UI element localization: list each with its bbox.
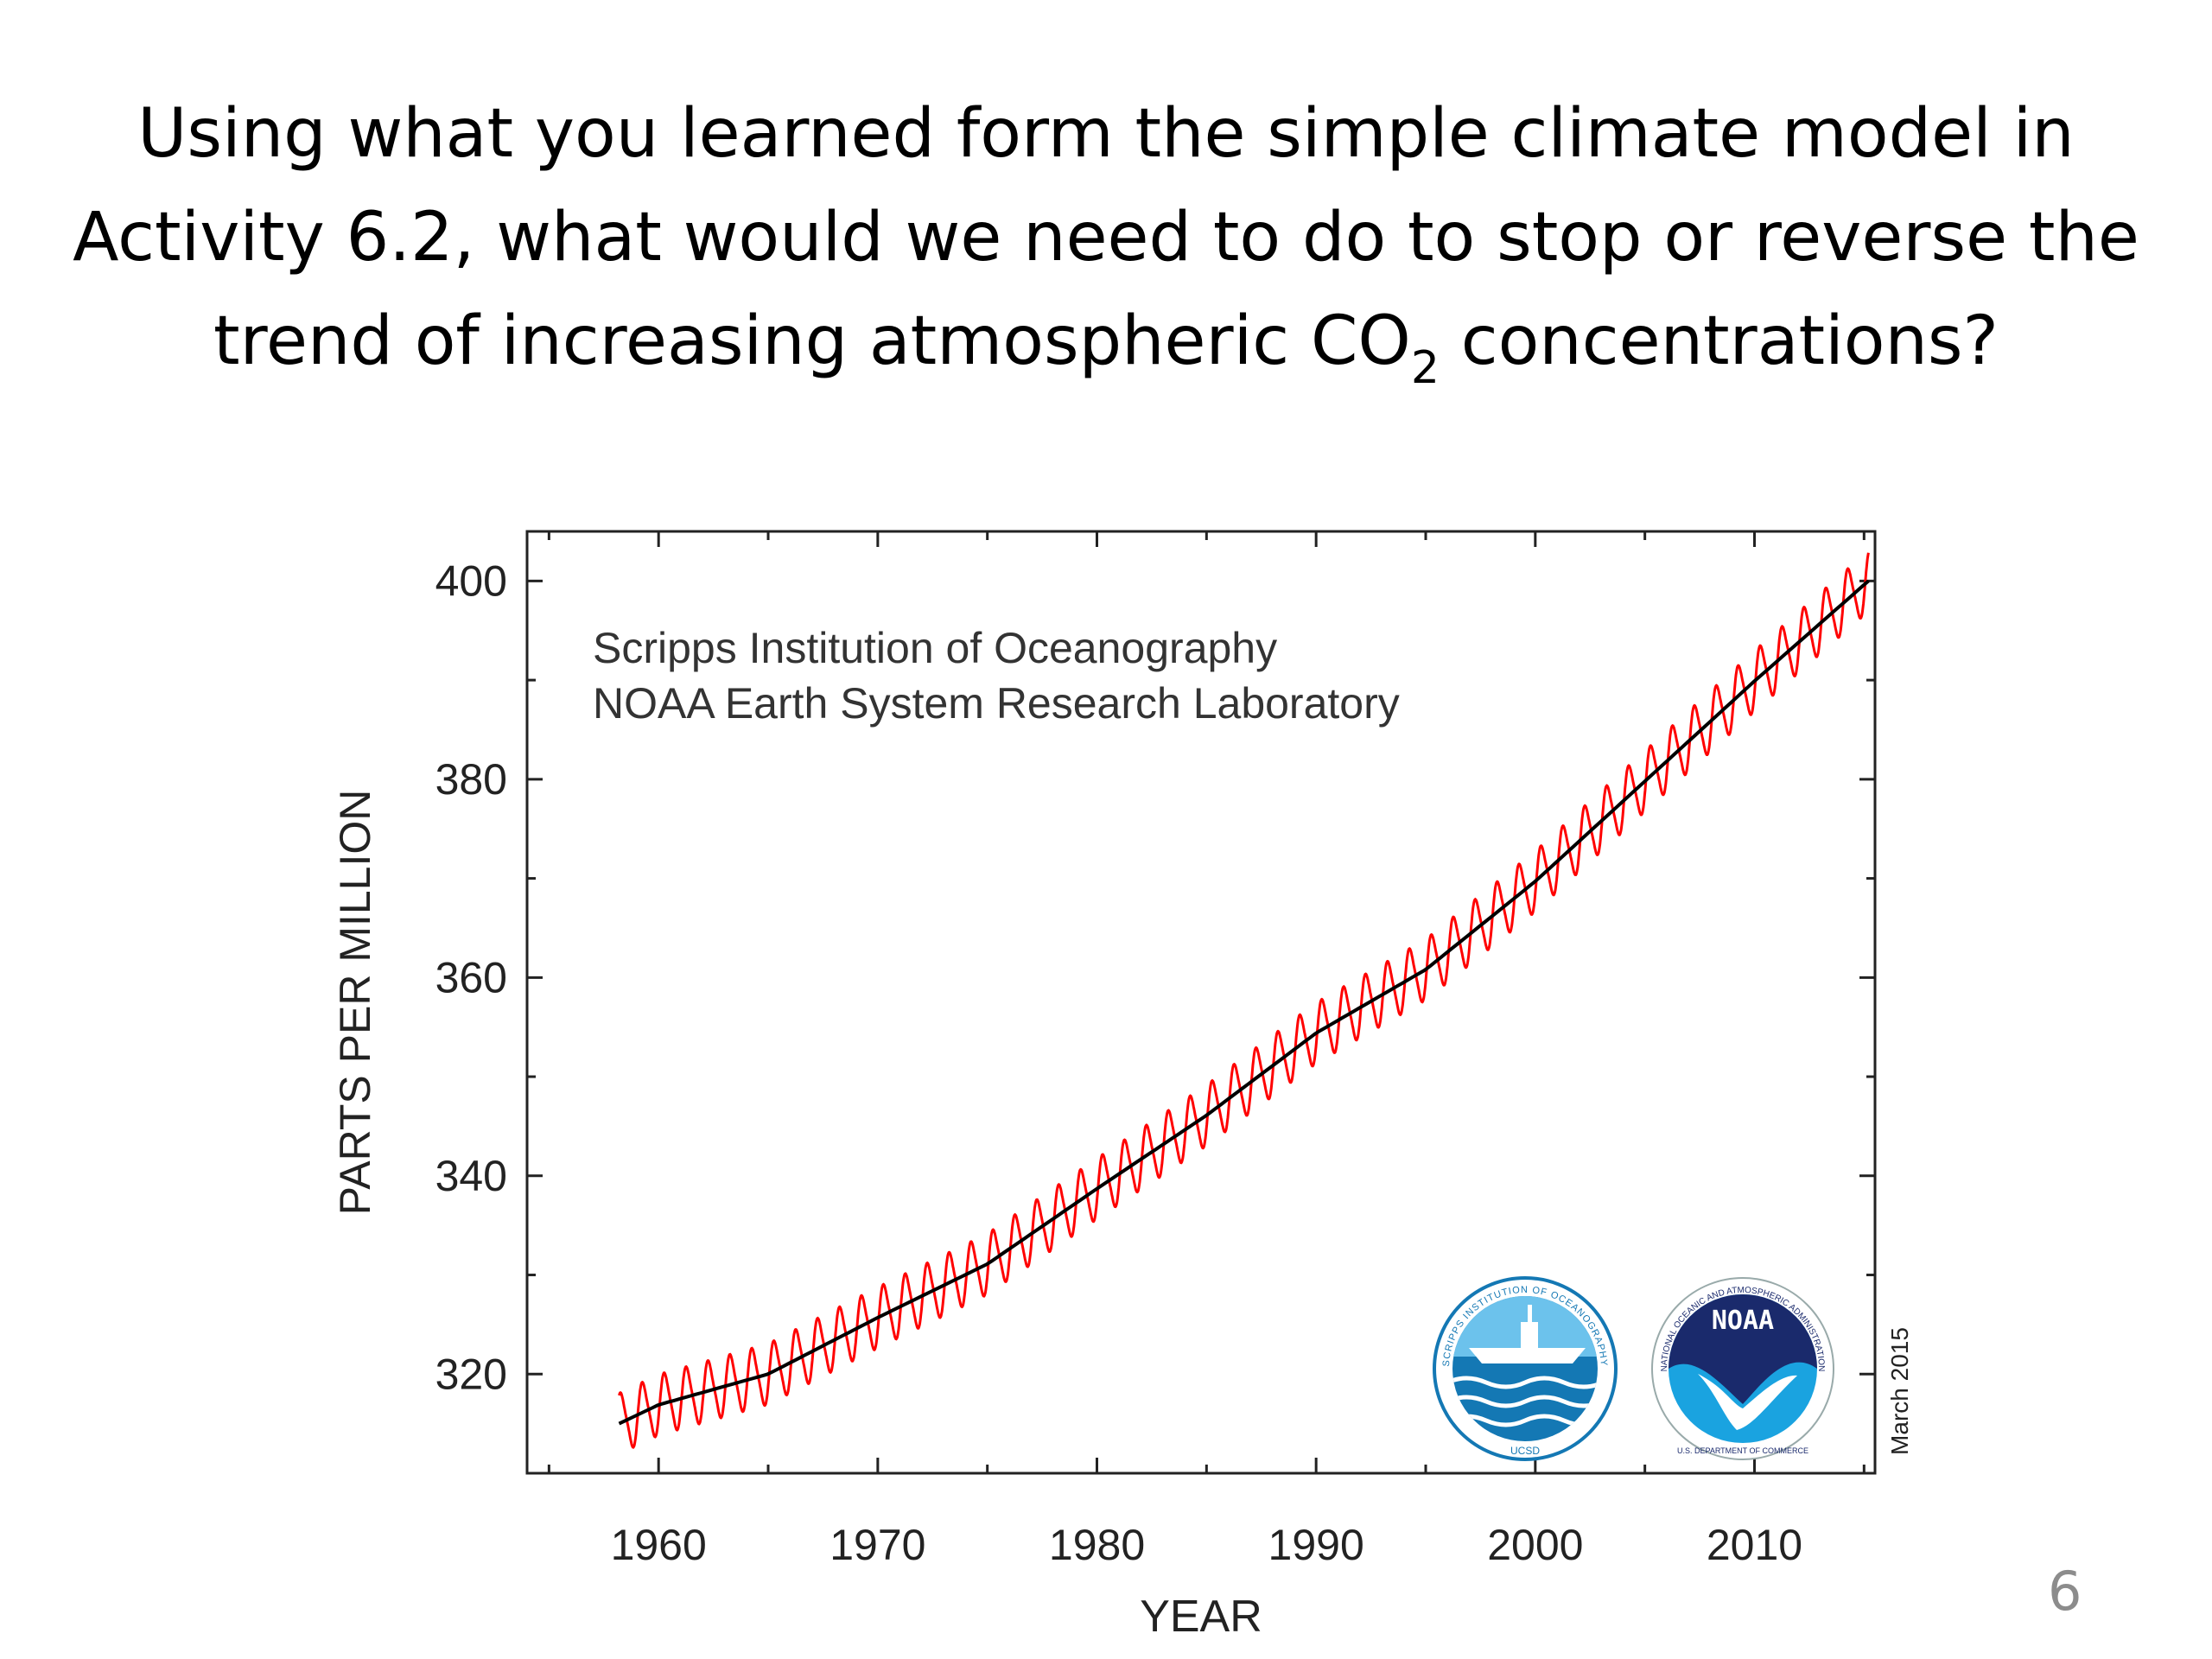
slide-title-text: Using what you learned form the simple c…: [73, 95, 2139, 380]
noaa-logo: NOAA NATIONAL OCEANIC AND ATMOSPHERIC AD…: [1651, 1277, 1834, 1460]
x-axis-label: YEAR: [1140, 1592, 1262, 1642]
y-axis-label: PARTS PER MILLION: [331, 790, 379, 1216]
x-tick-label: 1990: [1268, 1521, 1364, 1569]
slide-title-subscript: 2: [1410, 342, 1440, 394]
slide-title: Using what you learned form the simple c…: [52, 82, 2160, 393]
slide-title-text-end: concentrations?: [1439, 302, 1999, 380]
annotation-line-2: NOAA Earth System Research Laboratory: [593, 679, 1400, 728]
x-tick-label: 1980: [1049, 1521, 1145, 1569]
axis-tick-labels: 1960 1970 1980 1990 2000 2010 320 340 360 380 400: [435, 556, 1803, 1569]
x-tick-label: 2000: [1487, 1521, 1583, 1569]
y-tick-label: 380: [435, 755, 507, 804]
annotation-line-1: Scripps Institution of Oceanography: [593, 624, 1277, 672]
scripps-bottom-text: UCSD: [1510, 1445, 1540, 1457]
x-tick-label: 1960: [611, 1521, 707, 1569]
series-line-trend: [618, 579, 1870, 1426]
x-tick-label: 1970: [830, 1521, 925, 1569]
date-note: March 2015: [1886, 1327, 1913, 1455]
plot-frame: [525, 530, 1877, 1475]
y-tick-label: 400: [435, 556, 507, 605]
y-tick-label: 340: [435, 1152, 507, 1200]
y-tick-label: 360: [435, 953, 507, 1001]
x-tick-label: 2010: [1707, 1521, 1802, 1569]
scripps-logo: SCRIPPS INSTITUTION OF OCEANOGRAPHY UCSD: [1433, 1276, 1618, 1461]
y-tick-label: 320: [435, 1350, 507, 1398]
series-line-monthly: [618, 552, 1870, 1449]
noaa-label: NOAA: [1712, 1306, 1774, 1336]
axis-ticks: [527, 531, 1875, 1475]
page-number: 6: [2048, 1560, 2082, 1623]
noaa-bottom-text: U.S. DEPARTMENT OF COMMERCE: [1677, 1446, 1808, 1455]
